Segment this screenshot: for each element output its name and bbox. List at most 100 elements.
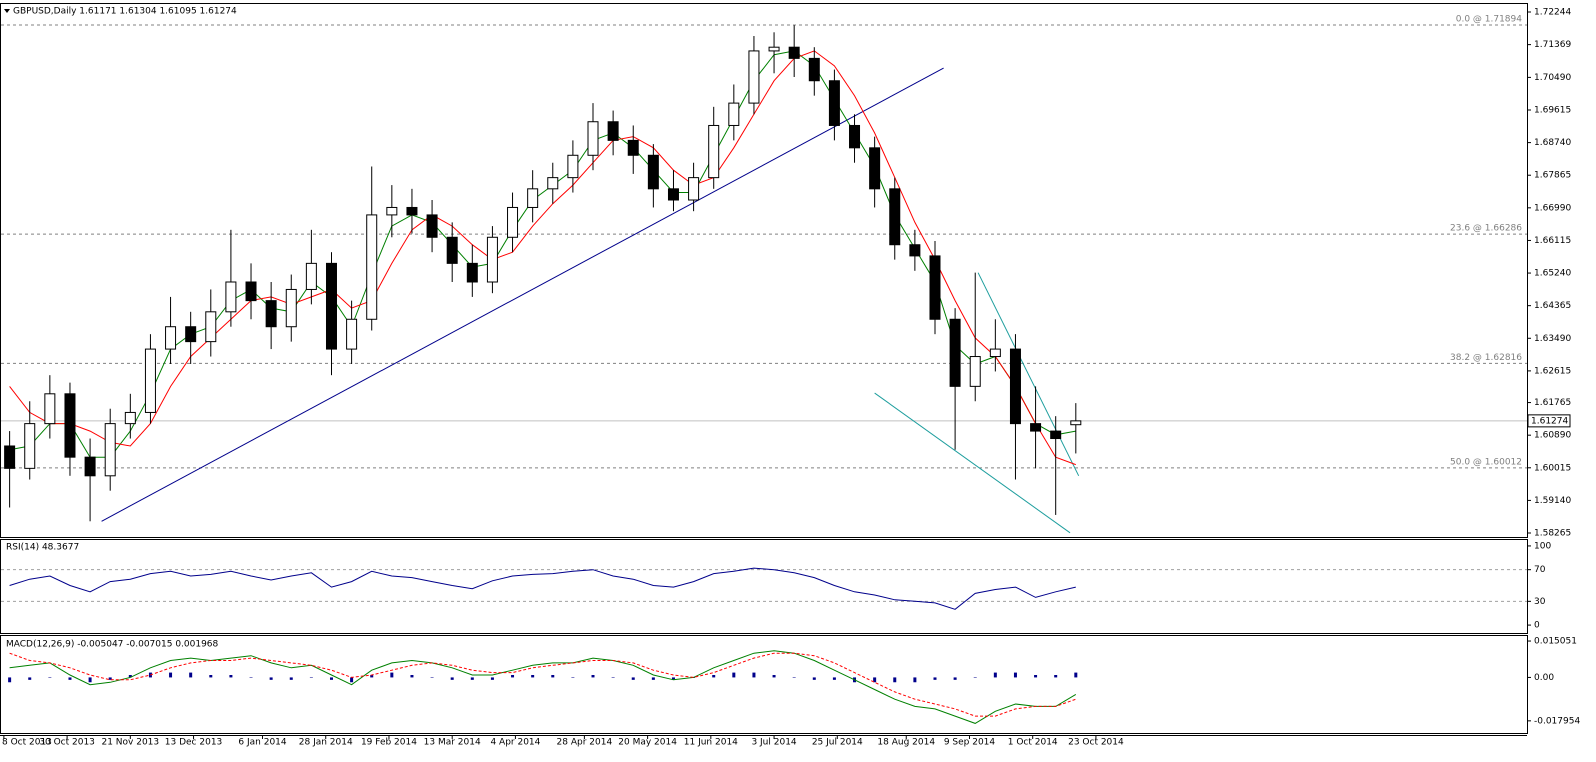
candle-body (708, 124, 720, 179)
candle-body (386, 206, 398, 216)
candle-body (305, 262, 317, 290)
x-tick-label: 9 Sep 2014 (944, 738, 996, 748)
candle-body (265, 300, 277, 328)
candle-body (989, 348, 1001, 358)
candle-body (728, 102, 740, 126)
y-tick-label: 1.58265 (1534, 529, 1571, 539)
x-tick-label: 13 Dec 2013 (165, 738, 223, 748)
y-tick-label: 100 (1534, 541, 1551, 551)
histogram-bar (671, 677, 675, 680)
histogram-bar (8, 677, 12, 683)
y-tick-label: 0.00 (1534, 673, 1554, 683)
candle-body (527, 188, 539, 208)
candle-body (104, 423, 116, 477)
candle-body (929, 255, 941, 320)
x-tick-label: 23 Oct 2014 (1068, 738, 1124, 748)
y-tick-label: 1.66990 (1534, 203, 1571, 213)
macd-panel (0, 635, 1528, 734)
candle-body (828, 80, 840, 126)
x-tick-label: 25 Jul 2014 (812, 738, 863, 748)
y-tick-label: 1.59140 (1534, 496, 1571, 506)
histogram-bar (128, 675, 132, 678)
y-tick-label: 1.60890 (1534, 431, 1571, 441)
rsi-panel (0, 539, 1528, 634)
x-tick-label: 19 Feb 2014 (361, 738, 417, 748)
y-tick-label: 1.71369 (1534, 40, 1571, 50)
current-price-label: 1.61274 (1531, 416, 1568, 426)
candle-body (688, 177, 700, 201)
histogram-bar (209, 675, 213, 678)
histogram-bar (571, 677, 575, 678)
candle-body (466, 262, 478, 283)
candle-body (748, 50, 760, 104)
histogram-bar (108, 677, 112, 680)
candle-body (768, 46, 780, 52)
histogram-bar (390, 672, 394, 678)
y-tick-label: 1.66115 (1534, 236, 1571, 246)
candle-body (225, 281, 237, 313)
x-tick-label: 28 Jan 2014 (299, 738, 353, 748)
x-tick-label: 8 Oct 2013 (2, 738, 52, 748)
y-tick-label: 1.60015 (1534, 463, 1571, 473)
x-tick-label: 18 Aug 2014 (877, 738, 935, 748)
candle-body (667, 188, 679, 201)
histogram-bar (450, 677, 454, 680)
candle-body (889, 188, 901, 246)
series-line (9, 650, 1077, 724)
y-tick-label: 1.63490 (1534, 334, 1571, 344)
candle-body (1009, 348, 1021, 425)
y-tick-label: 1.69615 (1534, 105, 1571, 115)
histogram-bar (873, 677, 877, 683)
y-tick-label: 1.64365 (1534, 301, 1571, 311)
histogram-bar (631, 677, 635, 680)
histogram-bar (792, 677, 796, 678)
price-panel (0, 3, 1528, 538)
histogram-bar (430, 677, 434, 678)
candle-body (507, 206, 519, 238)
candle-body (788, 46, 800, 59)
rsi-title: RSI(14) 48.3677 (6, 543, 79, 553)
x-tick-label: 20 May 2014 (618, 738, 677, 748)
histogram-bar (591, 675, 595, 678)
candle-body (547, 177, 559, 190)
y-tick-label: -0.017954 (1534, 716, 1580, 726)
candle-body (446, 236, 458, 264)
candle-body (346, 318, 358, 350)
x-tick-label: 4 Apr 2014 (490, 738, 540, 748)
x-tick-label: 1 Oct 2014 (1008, 738, 1058, 748)
y-tick-label: 1.68740 (1534, 138, 1571, 148)
histogram-bar (88, 677, 92, 683)
histogram-bar (812, 677, 816, 680)
histogram-bar (732, 672, 736, 678)
histogram-bar (269, 677, 273, 680)
histogram-bar (933, 677, 937, 680)
y-tick-label: 1.67865 (1534, 171, 1571, 181)
histogram-bar (68, 677, 72, 680)
histogram-bar (531, 675, 535, 678)
y-tick-label: 0.015051 (1534, 637, 1577, 647)
candle-body (1070, 420, 1082, 426)
series-line (9, 50, 1076, 466)
histogram-bar (1013, 672, 1017, 678)
histogram-bar (470, 677, 474, 680)
trendline (874, 392, 1071, 534)
histogram-bar (511, 675, 515, 678)
x-tick-label: 11 Jun 2014 (684, 738, 738, 748)
histogram-bar (249, 677, 253, 678)
fib-label: 23.6 @ 1.66286 (1450, 224, 1522, 234)
histogram-bar (169, 672, 173, 678)
fib-label: 50.0 @ 1.60012 (1450, 457, 1522, 467)
candle-body (285, 288, 297, 328)
candle-body (486, 236, 498, 283)
histogram-bar (1074, 672, 1078, 678)
menu-arrow (4, 9, 10, 13)
candle-body (909, 244, 921, 257)
x-tick-label: 30 Oct 2013 (39, 738, 95, 748)
histogram-bar (490, 677, 494, 680)
candle-body (949, 318, 961, 387)
candle-body (869, 147, 881, 190)
histogram-bar (651, 677, 655, 680)
trendline (101, 67, 944, 522)
x-tick-label: 28 Apr 2014 (557, 738, 613, 748)
